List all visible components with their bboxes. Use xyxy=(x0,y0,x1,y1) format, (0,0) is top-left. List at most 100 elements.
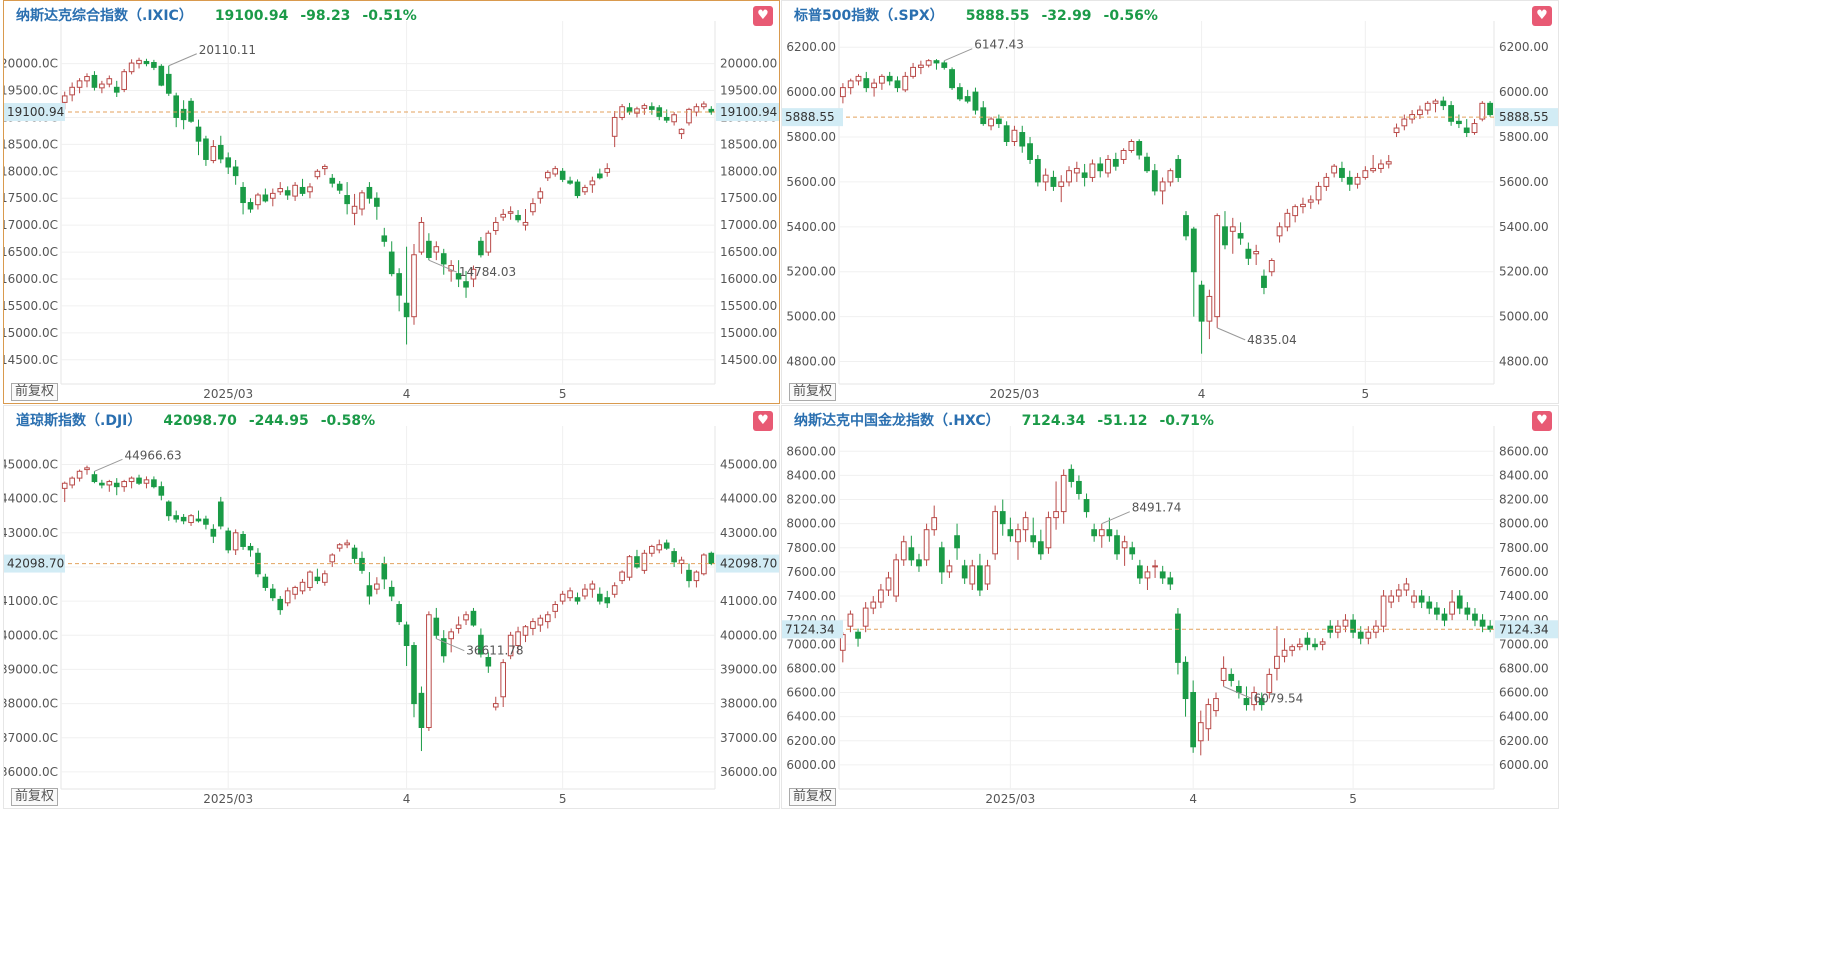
chart-panel-hxc[interactable]: 纳斯达克中国金龙指数（.HXC） 7124.34 -51.12 -0.71% ♥ 60… xyxy=(781,405,1559,809)
candle-body xyxy=(641,105,648,109)
candle-body xyxy=(544,614,551,623)
x-tick-label: 4 xyxy=(403,387,411,401)
candle-body xyxy=(917,64,924,68)
candlestick-chart[interactable]: 14500.0C 14500.00 15000.0C 15000.00 15500.0C… xyxy=(4,1,780,404)
candle-body xyxy=(210,528,217,537)
favorite-heart-icon[interactable]: ♥ xyxy=(753,6,773,26)
candle-body xyxy=(329,177,336,184)
candle-body xyxy=(329,554,336,563)
y-tick-label-right: 8400.00 xyxy=(1499,468,1549,482)
adjust-toggle-button[interactable]: 前复权 xyxy=(11,788,59,806)
y-tick-label-left: 14500.0C xyxy=(4,353,58,367)
chart-panel-dji[interactable]: 道琼斯指数（.DJI） 42098.70 -244.95 -0.58% ♥ 36000… xyxy=(3,405,780,809)
adjust-toggle-button[interactable]: 前复权 xyxy=(789,788,837,806)
candle-body xyxy=(544,171,551,179)
candle-body xyxy=(1426,601,1433,609)
candle-body xyxy=(908,547,915,561)
candle-body xyxy=(455,273,462,280)
candle-body xyxy=(396,604,402,623)
chart-panel-ixic[interactable]: 纳斯达克综合指数（.IXIC） 19100.94 -98.23 -0.51% ♥ 14… xyxy=(3,0,780,404)
candle-body xyxy=(925,60,932,66)
favorite-heart-icon[interactable]: ♥ xyxy=(1532,6,1552,26)
candle-body xyxy=(1449,601,1455,615)
candle-body xyxy=(314,170,321,178)
candle-body xyxy=(292,184,298,197)
candle-body xyxy=(1403,583,1410,591)
candle-body xyxy=(388,251,395,275)
last-price-label-left: 7124.34 xyxy=(785,622,835,636)
candle-body xyxy=(1472,613,1478,621)
candle-body xyxy=(1432,100,1439,104)
candle-body xyxy=(1129,547,1136,555)
candle-body xyxy=(999,511,1006,525)
candle-body xyxy=(374,583,380,590)
adjust-toggle-button[interactable]: 前复权 xyxy=(789,383,837,401)
y-tick-label-left: 6000.00 xyxy=(786,85,836,99)
candle-body xyxy=(611,585,618,595)
y-tick-label-left: 18000.0C xyxy=(4,164,58,178)
candle-body xyxy=(567,180,573,184)
candle-body xyxy=(871,82,878,89)
candle-body xyxy=(693,571,700,582)
candle-body xyxy=(1292,206,1299,217)
candle-body xyxy=(839,87,846,98)
candle-body xyxy=(1401,118,1408,127)
candle-body xyxy=(463,614,469,621)
y-tick-label-left: 8000.00 xyxy=(786,517,836,531)
candle-body xyxy=(878,589,884,603)
adjust-toggle-button[interactable]: 前复权 xyxy=(11,383,59,401)
candlestick-chart[interactable]: 4800.00 4800.00 5000.00 5000.00 5200.00 5200.… xyxy=(782,1,1559,404)
candle-body xyxy=(1307,199,1314,203)
candlestick-chart[interactable]: 36000.0C 36000.00 37000.0C 37000.00 38000.0C… xyxy=(4,406,780,809)
candle-body xyxy=(1243,698,1250,706)
candlestick-chart[interactable]: 6000.00 6000.00 6200.00 6200.00 6400.00 6400.… xyxy=(782,406,1559,809)
candle-body xyxy=(900,541,907,561)
last-price-tag-right xyxy=(1495,108,1558,127)
candle-body xyxy=(515,631,521,647)
candle-body xyxy=(1388,595,1395,603)
candle-body xyxy=(433,246,440,253)
candle-body xyxy=(878,75,885,84)
candle-body xyxy=(411,254,417,318)
y-tick-label-left: 5400.00 xyxy=(786,220,836,234)
candle-body xyxy=(136,477,142,484)
candle-body xyxy=(619,571,625,582)
x-tick-label: 5 xyxy=(1362,387,1370,401)
candle-body xyxy=(426,614,432,729)
x-tick-label: 4 xyxy=(1189,792,1197,806)
candle-body xyxy=(128,477,135,483)
candle-body xyxy=(277,598,284,611)
candle-body xyxy=(902,75,909,91)
candle-body xyxy=(492,221,499,232)
y-tick-label-right: 5400.00 xyxy=(1499,220,1549,234)
candle-body xyxy=(611,116,618,137)
index-price: 19100.94 xyxy=(214,8,289,24)
y-tick-label-right: 6600.00 xyxy=(1499,686,1549,700)
candle-body xyxy=(634,556,640,568)
candle-body xyxy=(1296,643,1303,648)
last-price-label-right: 7124.34 xyxy=(1499,622,1549,636)
candle-body xyxy=(656,544,663,551)
candle-body xyxy=(885,577,892,591)
candle-body xyxy=(314,576,321,582)
chart-panel-spx[interactable]: 标普500指数（.SPX） 5888.55 -32.99 -0.56% ♥ 4800.… xyxy=(781,0,1559,404)
candle-body xyxy=(1112,158,1119,167)
candle-body xyxy=(693,106,700,113)
candle-body xyxy=(492,703,499,708)
favorite-heart-icon[interactable]: ♥ xyxy=(753,411,773,431)
candle-body xyxy=(121,71,127,90)
chart-header: 纳斯达克综合指数（.IXIC） 19100.94 -98.23 -0.51% xyxy=(16,5,417,25)
high-label-leader xyxy=(944,48,973,62)
low-label-leader xyxy=(436,638,465,652)
candle-body xyxy=(210,146,217,162)
candle-body xyxy=(1222,226,1228,246)
index-name: 纳斯达克综合指数（.IXIC） xyxy=(16,8,193,24)
candle-body xyxy=(470,268,477,280)
candle-body xyxy=(84,76,90,82)
y-tick-label-left: 16500.0C xyxy=(4,245,58,259)
y-tick-label-left: 6000.00 xyxy=(786,758,836,772)
candle-body xyxy=(507,634,514,657)
candle-body xyxy=(641,552,648,571)
favorite-heart-icon[interactable]: ♥ xyxy=(1532,411,1552,431)
candle-body xyxy=(359,192,365,210)
